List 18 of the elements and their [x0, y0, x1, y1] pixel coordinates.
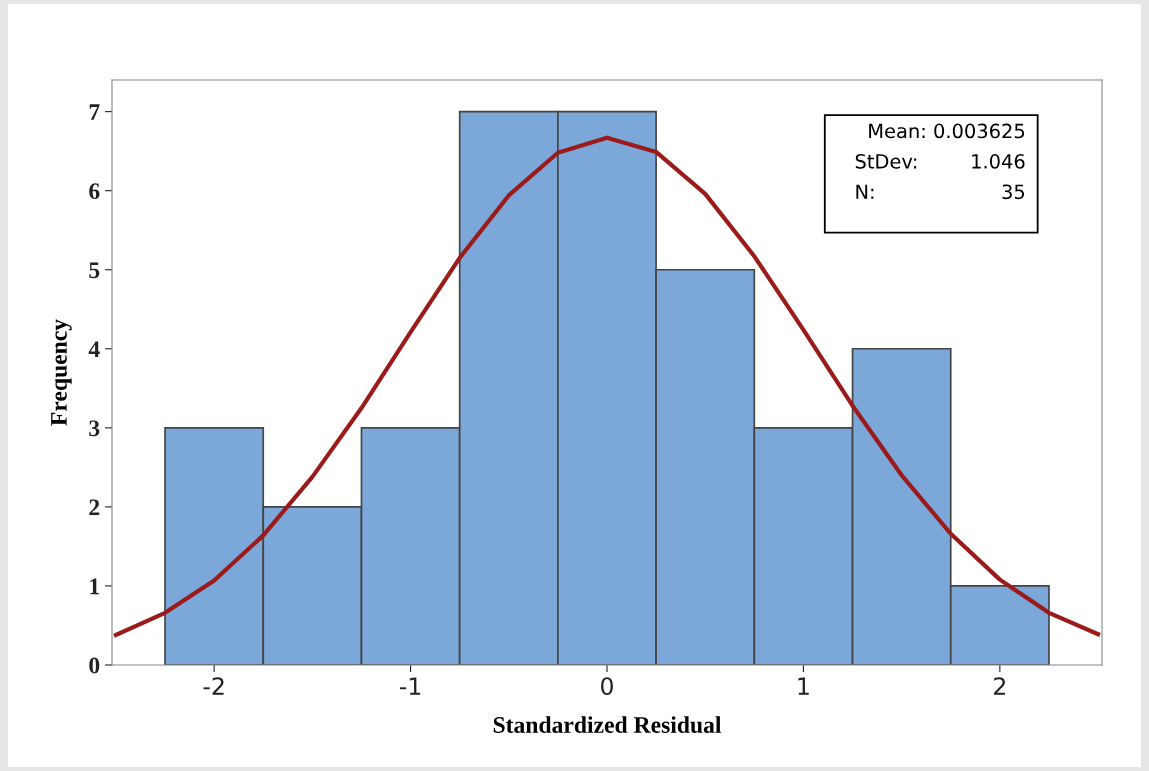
x-tick-label: 1 — [798, 677, 809, 695]
x-tick-label: 0 — [601, 677, 613, 696]
text: N: 35 — [856, 184, 1025, 200]
y-tick-label: 0 — [89, 657, 100, 674]
x-tick-label: -1 — [399, 677, 421, 695]
y-tick-label: 3 — [89, 420, 100, 437]
y-tick-label: 7 — [89, 104, 100, 120]
y-tick-label: 5 — [89, 262, 100, 279]
annotation: Mean: 0.003625 — [869, 123, 1025, 139]
y-tick-label: 2 — [89, 499, 100, 516]
x-tick-label: -2 — [203, 677, 224, 695]
x-axis-title: Standardized Residual — [493, 716, 722, 733]
y-tick-label: 1 — [90, 578, 99, 595]
x-tick-label: 2 — [994, 677, 1005, 695]
y-tick-label: 6 — [89, 183, 100, 200]
y-axis-title: Frequency — [51, 319, 72, 426]
y-tick-label: 4 — [88, 341, 100, 357]
text: StDev: 1.046 — [855, 154, 1025, 169]
